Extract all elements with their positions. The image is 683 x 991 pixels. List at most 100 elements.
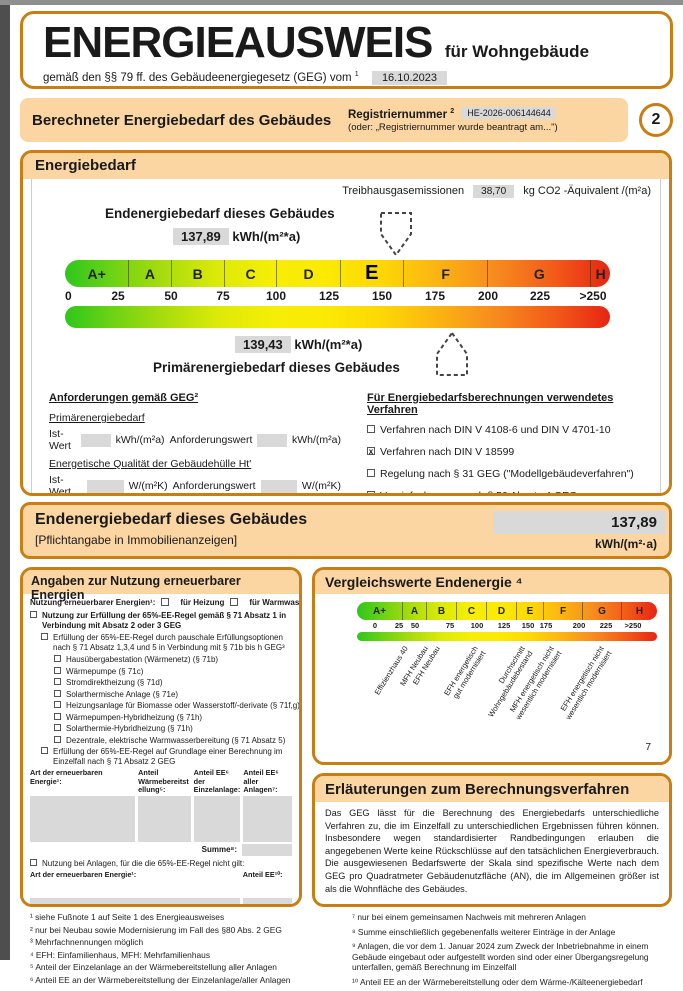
class-segment: D [276, 260, 339, 287]
heating-checkbox[interactable] [161, 598, 170, 606]
method-checkbox[interactable] [367, 425, 375, 433]
method-checkbox[interactable] [367, 469, 375, 477]
option-checkbox[interactable] [54, 724, 61, 731]
sum-field[interactable] [242, 844, 292, 856]
class-segment: F [543, 602, 582, 620]
comparison-panel: Vergleichswerte Endenergie ⁴ A+ A B C D … [312, 567, 672, 765]
scale-tick: 0 [372, 621, 378, 630]
hot-water-label: für Warmwasser [249, 598, 300, 607]
anforderungswert-label: Anforderungswert [172, 480, 256, 492]
final-energy-value-field[interactable]: 137,89 [173, 228, 229, 245]
option-checkbox[interactable] [41, 747, 48, 754]
final-energy-block: Endenergiebedarf dieses Gebäudes 137,89 … [35, 198, 657, 260]
option-label: Dezentrale, elektrische Warmwasserbereit… [66, 735, 286, 745]
corner-note: 7 [645, 742, 651, 753]
final-energy-banner: Endenergiebedarf dieses Gebäudes [Pflich… [20, 502, 672, 559]
anforderungswert-label: Anforderungswert [169, 434, 253, 446]
energy-type-field[interactable] [30, 796, 136, 842]
table-col-header: Anteil EE⁶ aller Anlagen⁷: [243, 768, 279, 794]
option-checkbox[interactable] [54, 701, 61, 708]
ee-share-all-field[interactable] [243, 796, 292, 842]
option-label: Stromdirektheizung (§ 71d) [66, 678, 163, 687]
class-segment: G [582, 602, 621, 620]
class-segment: B [426, 602, 456, 620]
banner-unit: kWh/(m²·a) [595, 537, 657, 551]
ist-wert-primary-field[interactable] [81, 433, 111, 447]
option-checkbox[interactable] [54, 712, 61, 720]
section-bar: Berechneter Energiebedarf des Gebäudes R… [20, 98, 628, 142]
renewables-panel: Angaben zur Nutzung erneuerbarer Energie… [20, 567, 302, 907]
option-checkbox[interactable] [54, 689, 61, 697]
ee-share-field-2[interactable] [242, 898, 292, 904]
option-checkbox[interactable] [30, 859, 37, 866]
ist-wert-envelope-field[interactable] [87, 479, 124, 493]
footnote: ⁵ Anteil der Einzelanlage an der Wärmebe… [30, 962, 277, 972]
option-checkbox[interactable] [54, 678, 61, 685]
option-label: Wärmepumpe (§ 71c) [66, 666, 144, 676]
ist-wert-label: Ist-Wert [49, 428, 71, 452]
scale-tick: 25 [394, 621, 404, 630]
option-checkbox[interactable] [30, 611, 37, 618]
banner-subtitle: [Pflichtangabe in Immobilienanzeigen] [35, 533, 238, 547]
option-checkbox[interactable] [54, 666, 61, 674]
hot-water-checkbox[interactable] [230, 598, 239, 606]
registration-number-field[interactable]: HE-2026-006144644 [462, 107, 556, 120]
option-label: Erfüllung der 65%-EE-Regel auf Grundlage… [53, 747, 283, 766]
option-label: Solarthermie-Hybridheizung (§ 71h) [66, 724, 193, 733]
law-reference-text: gemäß den §§ 79 ff. des Gebäudeenergiege… [43, 71, 352, 84]
registration-block: Registriernummer 2 HE-2026-006144644 (od… [348, 107, 616, 134]
geg-requirements: Anforderungen gemäß GEG² Primärenergiebe… [49, 392, 341, 493]
geg-requirements-title: Anforderungen gemäß GEG² [49, 392, 199, 404]
option-checkbox[interactable] [54, 735, 61, 743]
gradient-band [65, 306, 610, 328]
explanation-text: Das GEG lässt für die Berechnung des Ene… [325, 808, 659, 894]
scale-tick: 25 [111, 289, 125, 303]
section-title: Berechneter Energiebedarf des Gebäudes [32, 111, 332, 129]
footnote: ⁶ Anteil EE an der Wärmebereitstellung d… [30, 974, 291, 985]
scale-tick-row: 0 25 50 75 100 125 150 175 200 225 >250 [65, 287, 610, 305]
comparison-scale: A+ A B C D E F G H 0 25 [357, 602, 657, 641]
scale-tick: 150 [371, 289, 393, 303]
scale-tick: 125 [497, 621, 511, 630]
footnote: ¹⁰ Anteil EE an der Wärmebereitstellung … [352, 976, 643, 987]
scan-edge-top [0, 0, 683, 5]
scale-tick: 75 [445, 621, 455, 630]
method-checkbox-checked[interactable]: x [367, 447, 375, 456]
energy-type-field-2[interactable] [30, 898, 240, 904]
primary-energy-value-field[interactable]: 139,43 [235, 336, 291, 353]
class-segment: F [402, 260, 487, 287]
scale-tick: 75 [216, 289, 230, 303]
final-energy-label: Endenergiebedarf dieses Gebäudes [105, 206, 335, 221]
footnote: ³ Mehrfachnennungen möglich [30, 937, 144, 947]
energy-class-band: A+ A B C D E F G H [65, 260, 610, 287]
ghg-value-field[interactable]: 38,70 [473, 185, 515, 198]
scale-tick: 200 [572, 621, 586, 630]
energy-certificate-page: ENERGIEAUSWEIS für Wohngebäude gemäß den… [10, 5, 683, 991]
issue-date-field[interactable]: 16.10.2023 [371, 70, 447, 85]
comparison-gradient-bar [357, 632, 657, 641]
anforderungswert-envelope-field[interactable] [260, 479, 297, 493]
explanation-heading: Erläuterungen zum Berechnungsverfahren [315, 776, 669, 802]
comparison-tick-row: 0 25 50 75 100 125 150 175 200 225 >250 [357, 620, 657, 632]
scan-edge-left [0, 0, 10, 960]
scale-tick: >250 [624, 621, 642, 630]
rating-pointer-up-icon [436, 331, 468, 376]
option-label: Wärmepumpen-Hybridheizung (§ 71h) [66, 712, 203, 722]
class-segment: H [590, 260, 610, 287]
heat-share-field[interactable] [138, 796, 191, 842]
class-segment: A+ [372, 605, 387, 617]
scale-tick: 225 [529, 289, 551, 303]
anforderungswert-primary-field[interactable] [257, 433, 287, 447]
footnote: ⁷ nur bei einem gemeinsamen Nachweis mit… [352, 912, 586, 922]
scale-tick: 225 [599, 621, 613, 630]
class-segment: A+ [87, 265, 106, 282]
option-label: Nutzung zur Erfüllung der 65%-EE-Regel g… [42, 611, 287, 630]
method-checkbox-checked[interactable]: x [367, 491, 375, 493]
w-unit: W/(m²K) [128, 480, 168, 492]
requirements-area: Anforderungen gemäß GEG² Primärenergiebe… [35, 392, 657, 493]
option-checkbox[interactable] [41, 633, 48, 640]
ee-share-single-field[interactable] [193, 796, 241, 842]
document-header: ENERGIEAUSWEIS für Wohngebäude gemäß den… [20, 11, 673, 89]
option-checkbox[interactable] [54, 655, 61, 662]
comparison-heading: Vergleichswerte Endenergie ⁴ [315, 570, 669, 594]
